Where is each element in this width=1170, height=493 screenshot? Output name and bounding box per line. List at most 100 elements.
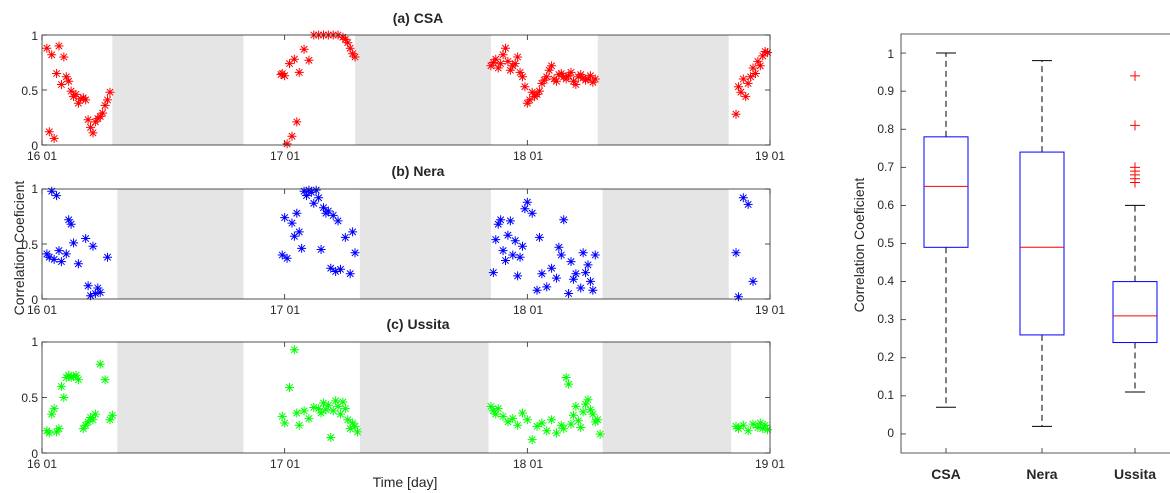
data-point <box>564 71 574 81</box>
data-point <box>527 87 537 97</box>
data-point <box>331 396 341 406</box>
data-point <box>571 80 581 89</box>
data-point <box>61 249 71 259</box>
data-point <box>496 215 506 225</box>
data-point <box>731 248 741 258</box>
x-tick-label: 19 01 <box>755 303 785 317</box>
panel-title: (c) Ussita <box>386 316 449 332</box>
data-point <box>98 108 108 118</box>
data-point <box>760 420 770 430</box>
data-point <box>590 74 600 84</box>
data-point <box>554 242 564 252</box>
data-point <box>551 76 561 86</box>
y-tick-label: 0 <box>31 139 38 153</box>
data-point <box>294 227 304 237</box>
data-point <box>733 424 743 434</box>
data-point <box>314 193 324 203</box>
data-point <box>731 109 741 119</box>
x-tick-label: 16 01 <box>27 303 57 317</box>
data-point <box>748 419 758 429</box>
data-point <box>331 267 341 276</box>
y-tick-label: 0.2 <box>877 350 894 364</box>
data-point <box>517 408 527 418</box>
y-tick-label: 0.5 <box>21 391 38 405</box>
data-point <box>88 241 98 251</box>
data-point <box>287 131 297 141</box>
data-point <box>73 98 83 108</box>
data-point <box>316 245 326 254</box>
data-point <box>328 210 338 220</box>
data-point <box>304 414 314 424</box>
data-point <box>738 420 748 430</box>
data-point <box>100 375 110 385</box>
x-tick-label: 18 01 <box>513 303 543 317</box>
data-point <box>496 59 506 69</box>
data-point <box>49 404 59 414</box>
data-point <box>299 186 309 196</box>
data-point <box>547 415 557 425</box>
data-point <box>750 69 760 78</box>
data-point <box>595 429 605 439</box>
shaded-interval <box>117 342 244 453</box>
data-point <box>491 54 501 64</box>
data-point <box>498 246 508 256</box>
y-tick-label: 1 <box>887 47 894 61</box>
data-point <box>527 208 537 218</box>
data-point <box>508 414 518 424</box>
data-point <box>69 371 79 381</box>
data-point <box>738 193 748 203</box>
data-point <box>61 72 71 82</box>
data-point <box>78 424 88 434</box>
data-point <box>566 257 576 267</box>
data-point <box>588 409 598 419</box>
data-point <box>285 383 295 393</box>
y-tick-label: 0 <box>31 293 38 307</box>
outlier <box>1130 120 1140 131</box>
data-point <box>491 409 501 419</box>
outlier <box>1130 70 1140 81</box>
data-point <box>287 218 297 228</box>
data-point <box>758 51 768 61</box>
data-point <box>564 379 574 389</box>
data-point <box>503 56 513 66</box>
data-point <box>513 420 523 430</box>
y-tick-label: 0 <box>887 426 894 440</box>
data-point <box>585 276 595 286</box>
shaded-interval <box>597 35 729 145</box>
data-point <box>527 435 537 445</box>
data-point <box>532 89 542 99</box>
data-point <box>513 52 523 62</box>
data-point <box>488 58 498 67</box>
data-point <box>95 287 105 297</box>
data-point <box>753 56 763 66</box>
data-point <box>738 74 748 84</box>
data-point <box>88 415 98 425</box>
data-point <box>306 187 316 197</box>
data-point <box>318 203 328 213</box>
data-point <box>348 418 358 428</box>
y-tick-label: 0.3 <box>877 312 894 326</box>
data-point <box>515 252 525 262</box>
data-point <box>348 227 358 237</box>
data-point <box>583 395 593 405</box>
data-point <box>294 67 304 77</box>
data-point <box>486 61 496 71</box>
y-tick-label: 0.9 <box>877 84 894 98</box>
data-point <box>292 408 302 418</box>
data-point <box>542 426 552 436</box>
data-point <box>282 253 292 263</box>
data-point <box>59 393 69 402</box>
data-point <box>105 87 115 97</box>
data-point <box>71 89 81 99</box>
data-point <box>316 408 326 418</box>
data-point <box>289 54 299 64</box>
data-point <box>753 422 763 432</box>
data-point <box>340 34 350 44</box>
data-point <box>64 215 74 225</box>
y-tick-label: 0.1 <box>877 388 894 402</box>
y-tick-label: 1 <box>31 335 38 349</box>
data-point <box>345 269 355 279</box>
shaded-interval <box>117 189 244 299</box>
data-point <box>498 411 508 421</box>
data-point <box>73 259 83 269</box>
